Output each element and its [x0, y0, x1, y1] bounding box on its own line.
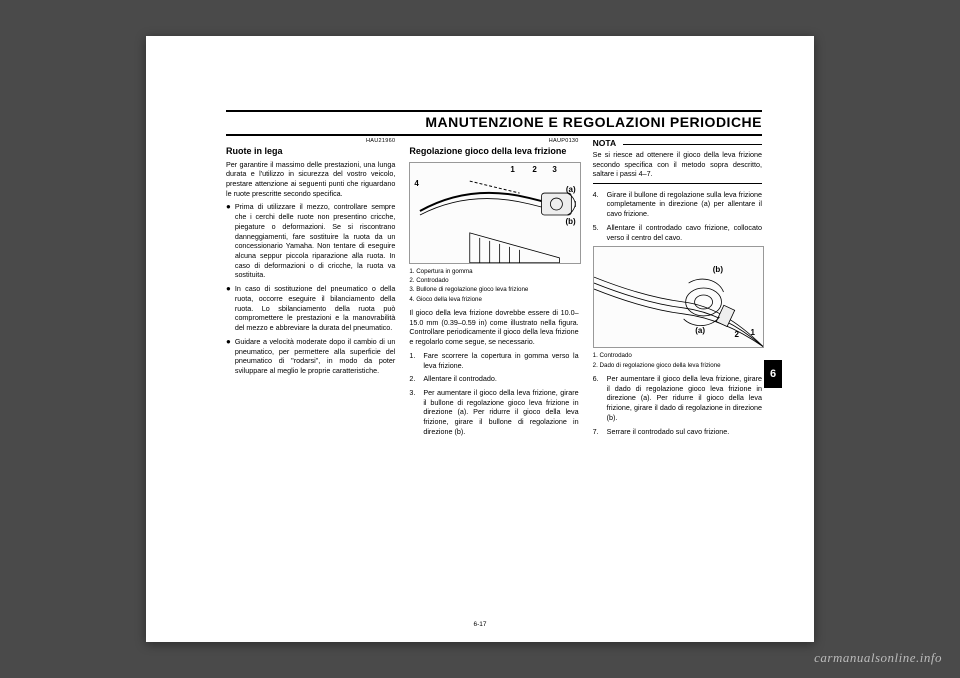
- numbered-list: 4. Girare il bullone di regolazione sull…: [593, 190, 762, 243]
- list-item: ● In caso di sostituzione del pneumatico…: [226, 284, 395, 333]
- list-text: Per aumentare il gioco della leva frizio…: [607, 374, 762, 423]
- step-number: 4.: [593, 190, 603, 219]
- section-code: HAU21960: [226, 138, 395, 145]
- list-item: 7. Serrare il controdado sul cavo frizio…: [593, 427, 762, 437]
- list-item: 6. Per aumentare il gioco della leva fri…: [593, 374, 762, 423]
- column-3: NOTA Se si riesce ad ottenere il gioco d…: [593, 138, 762, 441]
- page-title: MANUTENZIONE E REGOLAZIONI PERIODICHE: [226, 112, 762, 134]
- section-code: HAUP0130: [409, 138, 578, 145]
- figure-caption: 1. Copertura in gomma: [409, 268, 578, 276]
- section-title: Regolazione gioco della leva frizione: [409, 145, 578, 157]
- callout-1: 1: [751, 328, 755, 339]
- numbered-list: 6. Per aumentare il gioco della leva fri…: [593, 374, 762, 436]
- callout-1: 1: [510, 165, 514, 176]
- list-item: 5. Allentare il controdado cavo frizione…: [593, 223, 762, 242]
- figure-caption: 2. Controdado: [409, 277, 578, 285]
- content-area: MANUTENZIONE E REGOLAZIONI PERIODICHE HA…: [226, 110, 762, 642]
- columns: HAU21960 Ruote in lega Per garantire il …: [226, 138, 762, 441]
- callout-4: 4: [414, 179, 418, 190]
- list-text: In caso di sostituzione del pneumatico o…: [235, 284, 395, 333]
- step-number: 7.: [593, 427, 603, 437]
- intro-paragraph: Per garantire il massimo delle prestazio…: [226, 160, 395, 199]
- list-text: Allentare il controdado cavo frizione, c…: [607, 223, 762, 242]
- chapter-tab: 6: [764, 360, 782, 388]
- watermark: carmanualsonline.info: [814, 650, 942, 666]
- list-item: 4. Girare il bullone di regolazione sull…: [593, 190, 762, 219]
- page-number: 6-17: [473, 621, 486, 628]
- list-text: Guidare a velocità moderate dopo il camb…: [235, 337, 395, 376]
- bullet-list: ● Prima di utilizzare il mezzo, controll…: [226, 202, 395, 375]
- column-1: HAU21960 Ruote in lega Per garantire il …: [226, 138, 395, 441]
- list-item: 1. Fare scorrere la copertura in gomma v…: [409, 351, 578, 370]
- nota-heading: NOTA: [593, 138, 762, 150]
- list-text: Per aumentare il gioco della leva frizio…: [423, 388, 578, 437]
- step-number: 1.: [409, 351, 419, 370]
- bullet-icon: ●: [226, 202, 231, 280]
- figure-caption: 2. Dado di regolazione gioco della leva …: [593, 362, 762, 370]
- list-text: Fare scorrere la copertura in gomma vers…: [423, 351, 578, 370]
- list-item: 2. Allentare il controdado.: [409, 374, 578, 384]
- section-title: Ruote in lega: [226, 145, 395, 157]
- callout-3: 3: [552, 165, 556, 176]
- list-text: Girare il bullone di regolazione sulla l…: [607, 190, 762, 219]
- bullet-icon: ●: [226, 284, 231, 333]
- nota-rule: [623, 144, 762, 145]
- list-text: Serrare il controdado sul cavo frizione.: [607, 427, 730, 437]
- callout-b: (b): [565, 217, 575, 228]
- step-number: 5.: [593, 223, 603, 242]
- callout-2: 2: [735, 330, 739, 341]
- step-number: 2.: [409, 374, 419, 384]
- list-text: Prima di utilizzare il mezzo, controllar…: [235, 202, 395, 280]
- figure-caption: 3. Bullone di regolazione gioco leva fri…: [409, 286, 578, 294]
- callout-2: 2: [532, 165, 536, 176]
- header-rule-bottom: [226, 134, 762, 136]
- page: MANUTENZIONE E REGOLAZIONI PERIODICHE HA…: [146, 36, 814, 642]
- divider-rule: [593, 183, 762, 184]
- figure-caption: 4. Gioco della leva frizione: [409, 296, 578, 304]
- column-2: HAUP0130 Regolazione gioco della leva fr…: [409, 138, 578, 441]
- callout-b: (b): [713, 265, 723, 276]
- nota-label: NOTA: [593, 138, 616, 149]
- step-number: 3.: [409, 388, 419, 437]
- list-item: ● Prima di utilizzare il mezzo, controll…: [226, 202, 395, 280]
- figure-lever: 4 1 2 3 (a) (b): [409, 162, 580, 264]
- step-number: 6.: [593, 374, 603, 423]
- callout-a: (a): [695, 326, 705, 337]
- list-item: ● Guidare a velocità moderate dopo il ca…: [226, 337, 395, 376]
- figure-caption: 1. Controdado: [593, 352, 762, 360]
- body-paragraph: Il gioco della leva frizione dovrebbe es…: [409, 308, 578, 347]
- bullet-icon: ●: [226, 337, 231, 376]
- list-item: 3. Per aumentare il gioco della leva fri…: [409, 388, 578, 437]
- numbered-list: 1. Fare scorrere la copertura in gomma v…: [409, 351, 578, 437]
- list-text: Allentare il controdado.: [423, 374, 497, 384]
- nota-text: Se si riesce ad ottenere il gioco della …: [593, 150, 762, 179]
- lever-diagram-icon: [410, 163, 579, 263]
- figure-cable: (b) (a) 2 1: [593, 246, 764, 348]
- callout-a: (a): [566, 185, 576, 196]
